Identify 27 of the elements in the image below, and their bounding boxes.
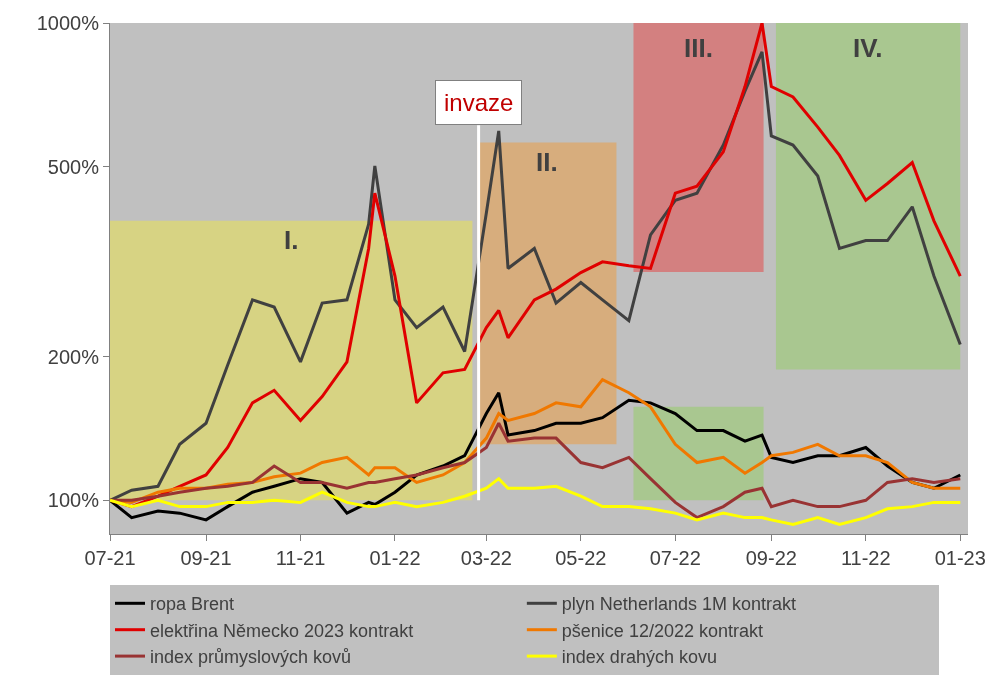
- ref-line-label: invaze: [444, 89, 514, 116]
- x-tick-label: 09-21: [180, 547, 232, 569]
- band-label: IV.: [853, 33, 883, 63]
- x-tick-label: 01-22: [369, 547, 421, 569]
- legend-label: plyn Netherlands 1M kontrakt: [561, 594, 796, 615]
- x-tick-label: 01-23: [934, 547, 986, 569]
- y-tick-label: 200%: [47, 345, 100, 368]
- legend-label: pšenice 12/2022 kontrakt: [561, 620, 763, 641]
- legend-label: index průmyslových kovů: [150, 647, 352, 668]
- legend-label: ropa Brent: [150, 594, 235, 615]
- band-label: I.: [284, 225, 299, 255]
- band-label: III.: [684, 33, 713, 63]
- line-series: [110, 421, 962, 520]
- x-tick-label: 07-22: [649, 547, 701, 569]
- legend-label: index drahých kovu: [561, 647, 717, 668]
- band-label: II.: [536, 147, 558, 177]
- x-tick-label: 09-22: [745, 547, 797, 569]
- x-tick-label: 05-22: [555, 547, 607, 569]
- x-tick-label: 07-21: [84, 547, 136, 569]
- x-tick-label: 11-21: [275, 547, 326, 569]
- x-tick-label: 11-22: [840, 547, 891, 569]
- y-tick-label: 100%: [47, 489, 100, 512]
- y-tick-label: 500%: [47, 155, 100, 178]
- y-tick-label: 1000%: [36, 12, 100, 34]
- legend-label: elektřina Německo 2023 kontrakt: [150, 620, 414, 641]
- line-series: [110, 477, 962, 526]
- x-tick-label: 03-22: [460, 547, 512, 569]
